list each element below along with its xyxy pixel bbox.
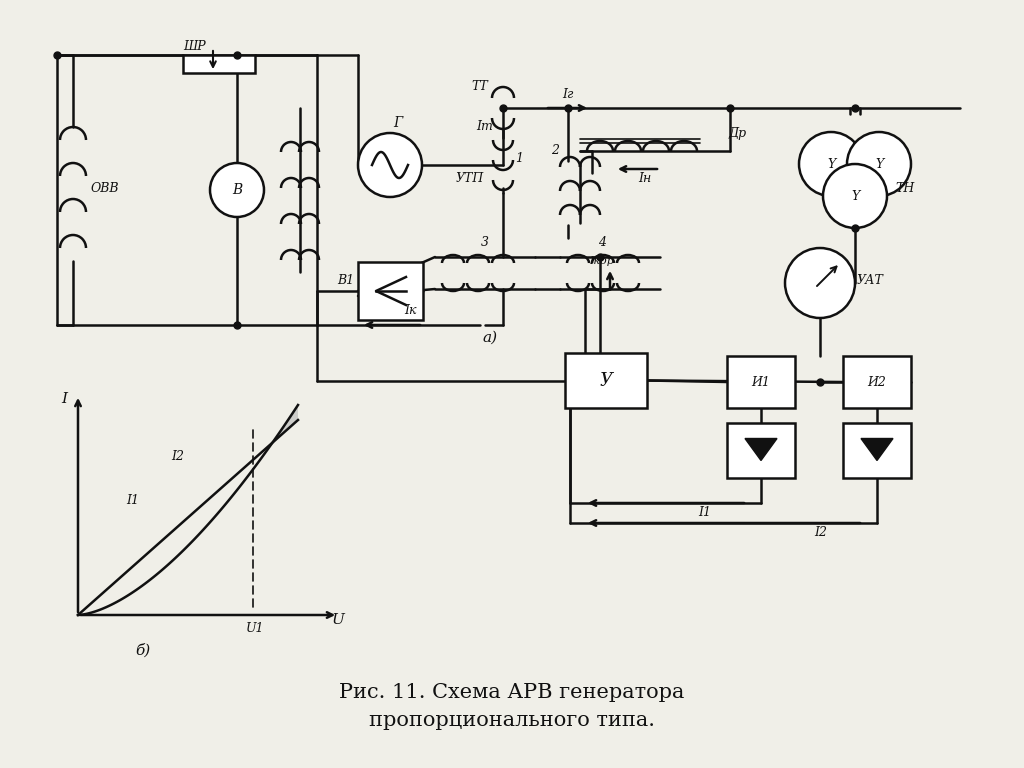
Circle shape: [847, 132, 911, 196]
Text: В1: В1: [338, 274, 354, 287]
Text: 4: 4: [598, 237, 606, 250]
Text: 3: 3: [481, 237, 489, 250]
Text: Iн: Iн: [638, 173, 651, 186]
Text: I2: I2: [814, 527, 827, 539]
Circle shape: [358, 133, 422, 197]
Text: I1: I1: [698, 507, 712, 519]
Text: УАТ: УАТ: [856, 274, 884, 287]
Text: Iг: Iг: [562, 88, 573, 101]
Text: I1: I1: [127, 494, 139, 507]
Bar: [843, 423, 911, 478]
Text: Iк: Iк: [403, 304, 416, 317]
Text: Y: Y: [874, 157, 883, 170]
Bar: [843, 356, 911, 408]
Text: ОВВ: ОВВ: [91, 181, 119, 194]
Polygon shape: [745, 439, 777, 461]
Text: Рис. 11. Схема АРВ генератора
пропорционального типа.: Рис. 11. Схема АРВ генератора пропорцион…: [339, 683, 685, 730]
Circle shape: [799, 132, 863, 196]
Text: В: В: [231, 183, 242, 197]
Text: УТП: УТП: [456, 171, 484, 184]
Text: Iт: Iт: [476, 120, 494, 133]
Polygon shape: [273, 405, 298, 442]
Text: Y: Y: [851, 190, 859, 203]
Text: а): а): [482, 331, 498, 345]
Circle shape: [823, 164, 887, 228]
Text: ТТ: ТТ: [471, 80, 488, 92]
Text: У: У: [599, 372, 612, 389]
Polygon shape: [861, 439, 893, 461]
Text: ТН: ТН: [895, 181, 914, 194]
Text: U: U: [332, 613, 344, 627]
Text: И1: И1: [752, 376, 770, 389]
Text: U1: U1: [246, 621, 264, 634]
Bar: [565, 353, 647, 408]
Text: Г: Г: [393, 116, 402, 130]
Text: I2: I2: [171, 451, 184, 464]
Text: Др: Др: [729, 127, 748, 140]
Bar: [727, 423, 795, 478]
Text: 1: 1: [515, 151, 523, 164]
Text: б): б): [135, 643, 151, 657]
Circle shape: [785, 248, 855, 318]
Circle shape: [210, 163, 264, 217]
Bar: [358, 262, 423, 320]
Text: Iкор: Iкор: [590, 256, 614, 266]
Text: 2: 2: [551, 144, 559, 157]
Text: I: I: [61, 392, 67, 406]
Text: Y: Y: [826, 157, 836, 170]
Text: И2: И2: [867, 376, 887, 389]
Text: ШР: ШР: [183, 41, 206, 54]
Bar: [183, 55, 255, 73]
Bar: [727, 356, 795, 408]
